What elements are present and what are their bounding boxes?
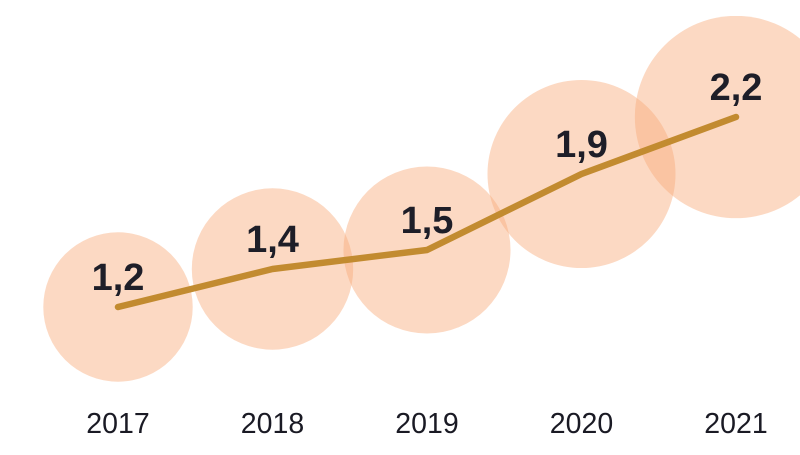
x-axis-label-2020: 2020	[550, 408, 613, 439]
value-label-2018: 1,4	[246, 219, 299, 261]
x-axis-label-2021: 2021	[704, 408, 767, 439]
value-label-2017: 1,2	[92, 257, 145, 299]
x-axis-label-2017: 2017	[86, 408, 149, 439]
x-axis-label-2018: 2018	[241, 408, 304, 439]
chart-canvas: 1,2 1,4 1,5 1,9 2,2 2017 2018 2019 2020 2021	[43, 16, 800, 439]
bubble-line-chart: 1,2 1,4 1,5 1,9 2,2 2017 2018 2019 2020 2021	[40, 16, 800, 439]
trend-line	[114, 113, 740, 311]
value-label-2021: 2,2	[710, 67, 763, 109]
value-label-2019: 1,5	[401, 200, 454, 242]
value-label-2020: 1,9	[555, 124, 608, 166]
bubble-2021	[634, 16, 800, 219]
x-axis-label-2019: 2019	[395, 408, 458, 439]
